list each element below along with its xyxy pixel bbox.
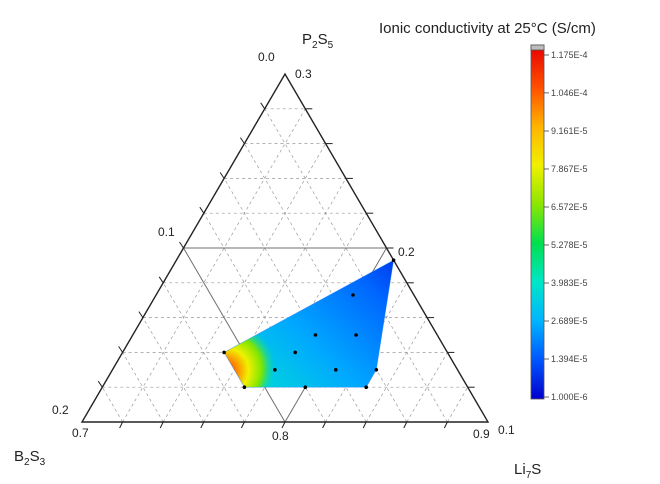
sample-point-8	[222, 350, 226, 355]
colorbar-tick-label-5: 5.278E-5	[551, 240, 588, 250]
left-axis-tick	[219, 172, 225, 179]
vertex-label-p2s5: P2S5	[302, 31, 334, 51]
colorbar-tick-label-7: 2.689E-5	[551, 316, 588, 326]
sample-point-5	[334, 368, 338, 372]
left-axis-tick	[118, 346, 124, 353]
surface-clip	[224, 260, 394, 388]
grid-line-b2s3	[101, 387, 123, 423]
bottom-axis-tick	[240, 421, 245, 429]
sample-point-11	[303, 385, 308, 390]
sample-point-1	[351, 293, 355, 297]
grid-line-b2s3	[203, 213, 326, 423]
ternary-frame	[80, 72, 490, 429]
left-tick-0: 0.0	[258, 50, 275, 64]
grid-line-li7s	[365, 317, 428, 423]
colorbar-tick-label-2: 9.161E-5	[551, 126, 588, 136]
colorbar-tick-label-8: 1.394E-5	[551, 354, 588, 364]
grid-line-li7s	[447, 387, 469, 423]
left-tick-1: 0.1	[158, 225, 175, 239]
colorbar-tick-label-4: 6.572E-5	[551, 202, 588, 212]
bottom-axis-tick	[200, 421, 205, 429]
bottom-axis-tick	[403, 421, 408, 429]
grid-line-li7s	[203, 178, 347, 423]
sample-point-4	[364, 385, 369, 390]
colorbar-ticks: 1.175E-4 1.046E-4 9.161E-5 7.867E-5 6.572E-5…	[544, 50, 588, 402]
sample-point-0	[391, 258, 396, 263]
left-axis-tick	[158, 276, 164, 284]
bottom-axis-tick	[119, 421, 124, 429]
left-axis-tick	[260, 102, 266, 110]
bottom-tick-0: 0.7	[72, 426, 89, 440]
vertex-label-li7s: Li7S	[514, 461, 541, 481]
left-tick-2: 0.2	[52, 403, 69, 417]
vertex-label-b2s3: B2S3	[14, 448, 46, 468]
right-tick-1: 0.2	[398, 245, 415, 259]
sample-point-6	[313, 333, 318, 337]
sample-point-2	[354, 333, 358, 337]
surface-edge	[223, 259, 394, 388]
bottom-axis-tick	[159, 421, 164, 429]
surface-hotspot	[224, 322, 275, 388]
bottom-axis-tick	[281, 421, 286, 429]
grid-line-b2s3	[142, 317, 205, 423]
right-tick-0: 0.1	[498, 423, 515, 437]
sample-point-9	[242, 385, 247, 390]
colorbar-tick-label-9: 1.000E-6	[551, 392, 588, 402]
grid-line-b2s3	[162, 282, 245, 423]
colorbar-title: Ionic conductivity at 25°C (S/cm)	[379, 20, 596, 37]
colorbar-tick-label-0: 1.175E-4	[551, 50, 588, 60]
grid-line-b2s3	[183, 247, 286, 423]
grid-line-b2s3	[223, 178, 367, 423]
ternary-gridlines	[101, 108, 469, 423]
bottom-axis-tick	[362, 421, 367, 429]
colorbar-tick-label-6: 3.983E-5	[551, 278, 588, 288]
left-axis-tick	[239, 137, 245, 144]
grid-line-b2s3	[122, 352, 164, 423]
left-axis-tick	[138, 311, 144, 318]
sample-point-7	[293, 350, 298, 355]
bottom-tick-2: 0.9	[473, 427, 490, 441]
bottom-axis-tick	[443, 421, 448, 429]
left-axis-tick	[199, 206, 205, 214]
colorbar-gradient	[530, 44, 545, 400]
left-axis-tick	[179, 241, 184, 249]
colorbar-tick-label-1: 1.046E-4	[551, 88, 588, 98]
bottom-tick-1: 0.8	[272, 429, 289, 443]
grid-line-b2s3	[264, 108, 448, 423]
right-tick-2: 0.3	[295, 67, 312, 81]
conductivity-surface	[223, 259, 394, 388]
sample-point-10	[273, 368, 277, 372]
bottom-axis-tick	[322, 421, 327, 429]
sample-point-3	[374, 368, 379, 372]
colorbar-cap	[530, 44, 545, 51]
grid-line-li7s	[406, 352, 448, 423]
sample-points	[222, 258, 396, 390]
grid-line-li7s	[122, 108, 306, 423]
colorbar-tick-label-3: 7.867E-5	[551, 164, 588, 174]
left-axis-tick	[97, 380, 103, 388]
